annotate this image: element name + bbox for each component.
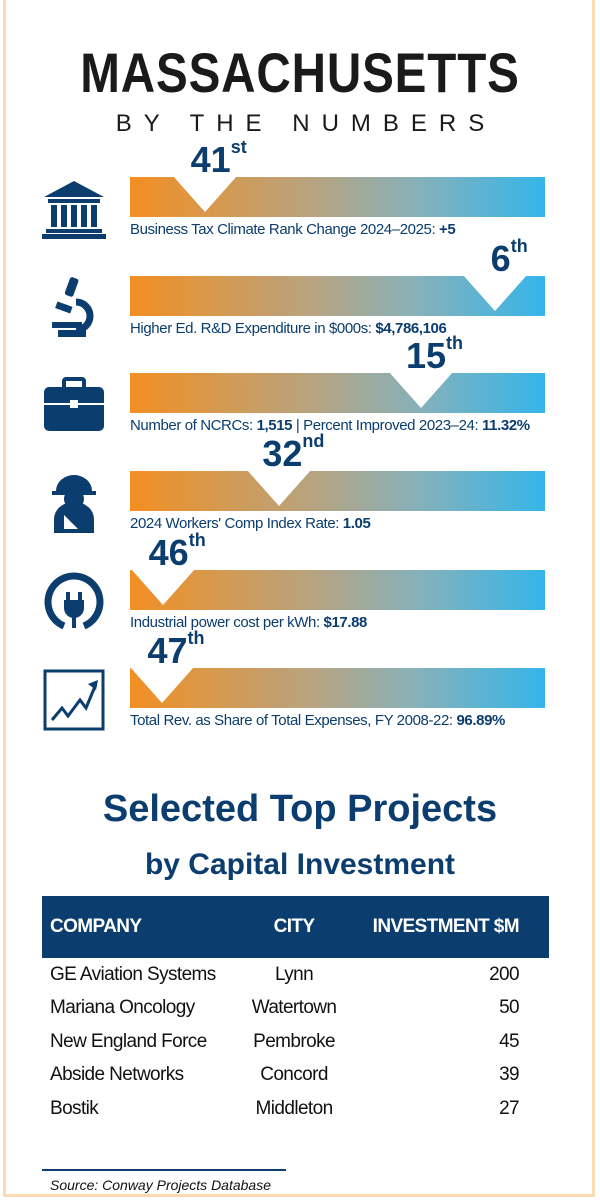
metric-value: 96.89% xyxy=(456,712,505,729)
projects-title: Selected Top Projects xyxy=(102,788,498,830)
table-row: Bostik Middleton 27 xyxy=(42,1092,549,1126)
metric-caption: Business Tax Climate Rank Change 2024–20… xyxy=(130,221,456,238)
investment-cell: 45 xyxy=(499,1030,520,1052)
rank-bar xyxy=(130,667,545,708)
table-row: New England Force Pembroke 45 xyxy=(42,1025,549,1059)
metric-label: Total Rev. as Share of Total Expenses, F… xyxy=(130,712,457,729)
table-row: GE Aviation Systems Lynn 200 xyxy=(42,958,549,992)
rank-marker xyxy=(131,569,196,605)
metric-caption: Number of NCRCs: 1,515 | Percent Improve… xyxy=(130,417,530,434)
metric-caption: Industrial power cost per kWh: $17.88 xyxy=(130,614,367,631)
metric-6: 47th Total Rev. as Share of Total Expens… xyxy=(0,628,600,731)
rank-number: 41 xyxy=(190,139,231,180)
city-cell: Watertown xyxy=(251,997,337,1019)
table-header-row: COMPANY CITY INVESTMENT $M xyxy=(42,896,549,958)
metric-5: 46th Industrial power cost per kWh: $17.… xyxy=(0,530,600,631)
city-cell: Pembroke xyxy=(253,1030,335,1052)
investment-cell: 27 xyxy=(499,1097,520,1119)
rank-suffix: nd xyxy=(302,431,325,451)
metric-caption: Total Rev. as Share of Total Expenses, F… xyxy=(130,712,505,729)
metric-2: 6th Higher Ed. R&D Expenditure in $000s:… xyxy=(0,236,600,337)
rank-suffix: th xyxy=(188,530,206,550)
microscope-icon xyxy=(42,276,106,340)
metric-label: Industrial power cost per kWh: xyxy=(130,614,324,631)
investment-cell: 50 xyxy=(499,997,520,1019)
rank-bar xyxy=(130,275,545,316)
column-header-investment: INVESTMENT $M xyxy=(348,896,549,958)
metric-caption: 2024 Workers' Comp Index Rate: 1.05 xyxy=(130,515,371,532)
rank-bar xyxy=(130,372,545,413)
rank-label: 46th xyxy=(148,530,206,574)
rank-label: 41st xyxy=(190,137,247,181)
metric-label: Number of NCRCs: xyxy=(130,417,257,434)
column-header-company: COMPANY xyxy=(42,896,240,958)
metric-value: +5 xyxy=(439,221,456,238)
metric-value: $4,786,106 xyxy=(375,320,447,337)
source-note: Source: Conway Projects Database xyxy=(42,1169,286,1193)
rank-marker xyxy=(463,275,528,311)
rank-bar xyxy=(130,569,545,610)
rank-marker xyxy=(247,470,312,506)
page-title: MASSACHUSETTS xyxy=(80,41,520,104)
metric-4: 32nd 2024 Workers' Comp Index Rate: 1.05 xyxy=(0,431,600,533)
rank-bar xyxy=(130,470,545,511)
rank-number: 47 xyxy=(147,630,188,671)
company-cell: New England Force xyxy=(50,1030,207,1052)
city-cell: Lynn xyxy=(274,963,314,985)
rank-number: 6 xyxy=(490,238,511,279)
rank-suffix: th xyxy=(446,333,464,353)
rank-label: 6th xyxy=(490,236,528,280)
table-row: Mariana Oncology Watertown 50 xyxy=(42,992,549,1026)
metric-caption: Higher Ed. R&D Expenditure in $000s: $4,… xyxy=(130,320,447,337)
metric-value-2: 11.32% xyxy=(482,417,530,434)
rank-suffix: th xyxy=(187,628,205,648)
rank-marker xyxy=(388,372,453,408)
column-header-city: CITY xyxy=(239,896,349,958)
page-subtitle: BY THE NUMBERS xyxy=(115,110,497,137)
metric-value: 1.05 xyxy=(342,515,371,532)
projects-table: COMPANY CITY INVESTMENT $M GE Aviation S… xyxy=(42,896,549,1126)
metric-value: $17.88 xyxy=(323,614,368,631)
rank-label: 15th xyxy=(405,333,464,377)
city-cell: Middleton xyxy=(255,1097,334,1119)
rank-suffix: st xyxy=(230,137,247,157)
metric-label: Higher Ed. R&D Expenditure in $000s: xyxy=(130,320,376,337)
rank-marker xyxy=(130,667,194,703)
power-plug-icon xyxy=(42,570,106,634)
rank-bar xyxy=(130,176,545,217)
investment-cell: 200 xyxy=(489,963,520,985)
metric-3: 15th Number of NCRCs: 1,515 | Percent Im… xyxy=(0,333,600,434)
table-row: Abside Networks Concord 39 xyxy=(42,1059,549,1093)
metric-label: 2024 Workers' Comp Index Rate: xyxy=(130,515,343,532)
page-frame xyxy=(3,0,595,1197)
injured-worker-icon xyxy=(42,471,106,535)
briefcase-icon xyxy=(42,373,106,437)
rank-number: 15 xyxy=(405,335,447,376)
company-cell: Bostik xyxy=(50,1097,99,1119)
metric-label: Business Tax Climate Rank Change 2024–20… xyxy=(130,221,439,238)
rank-label: 32nd xyxy=(262,431,325,475)
company-cell: Abside Networks xyxy=(50,1064,184,1086)
rank-number: 32 xyxy=(262,433,303,474)
metric-label-2: | Percent Improved 2023–24: xyxy=(292,417,483,434)
rank-marker xyxy=(172,176,237,212)
city-cell: Concord xyxy=(260,1064,328,1086)
rank-suffix: th xyxy=(510,236,528,256)
investment-cell: 39 xyxy=(499,1064,520,1086)
metric-value: 1,515 xyxy=(256,417,293,434)
metric-1: 41st Business Tax Climate Rank Change 20… xyxy=(0,137,600,239)
government-building-icon xyxy=(42,177,106,241)
trend-chart-icon xyxy=(42,668,106,732)
company-cell: GE Aviation Systems xyxy=(50,963,216,985)
rank-number: 46 xyxy=(148,532,189,573)
projects-subtitle: by Capital Investment xyxy=(144,848,456,881)
rank-label: 47th xyxy=(147,628,205,672)
company-cell: Mariana Oncology xyxy=(50,997,195,1019)
